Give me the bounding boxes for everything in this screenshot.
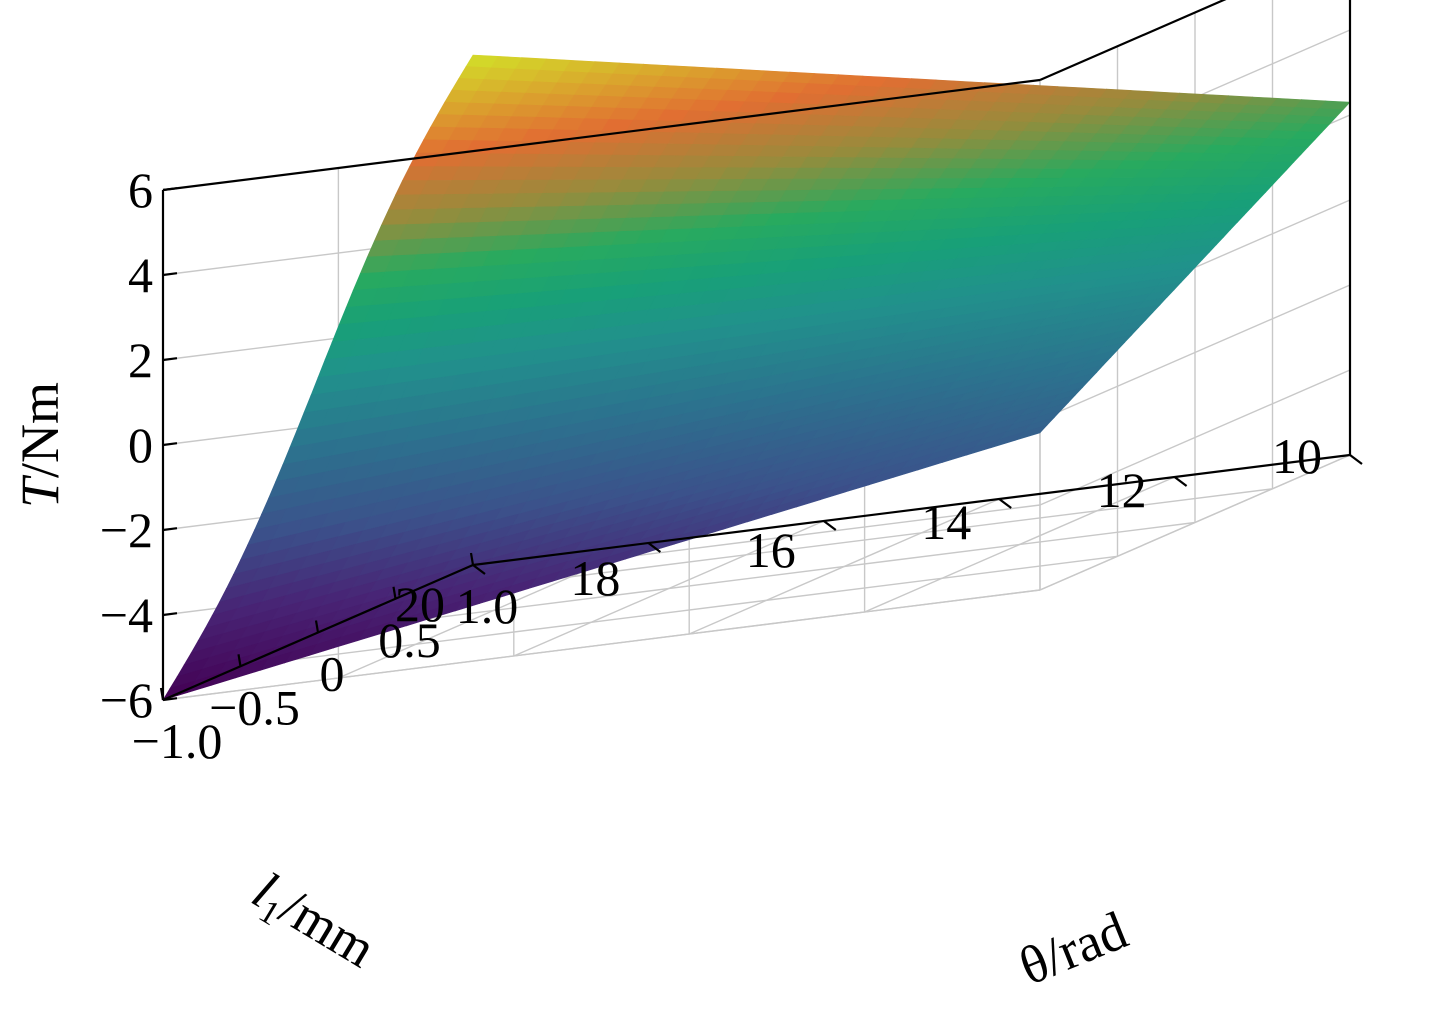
y-tick-label: 10 [1272,428,1322,484]
grid-line-floor-y [864,476,1175,613]
grid-line-back-z [1039,284,1351,421]
y-tick-label: 12 [1097,462,1147,518]
z-tick-mark [162,272,178,277]
y-tick-mark [823,520,837,531]
z-tick-mark [162,187,178,192]
z-tick-mark [162,612,178,617]
grid-line-floor-y [513,520,825,657]
z-tick-mark [162,697,178,702]
z-tick-label: 4 [128,247,153,303]
x-tick-mark [392,586,397,599]
top-edge-right [1039,0,1227,82]
y-axis-title: l1/mm [240,860,386,984]
grid-line-floor-x [317,521,1196,634]
x-tick-mark [159,687,165,701]
x-tick-mark [314,620,320,633]
x-tick-label: −1.0 [132,713,223,769]
x-tick-label: 1.0 [456,578,519,634]
z-tick-label: −2 [100,502,153,558]
z-tick-mark [162,357,178,362]
z-tick-label: −4 [100,587,153,643]
surface-plot [162,54,1351,701]
top-edge-left [162,78,1041,192]
x-tick-label: 0.5 [378,612,441,668]
x-axis-title: θ/rad [1011,900,1135,997]
y-tick-mark [1349,454,1363,465]
grid-line-floor-x [240,555,1118,667]
z-tick-label: 6 [128,162,153,218]
grid-line-back-z [1039,454,1351,591]
x-tick-label: −0.5 [209,679,300,735]
grid-line-back-z [1039,369,1351,506]
x-tick-mark [469,552,475,566]
y-tick-label: 18 [570,550,620,606]
y-tick-mark [1173,476,1188,487]
x-tick-label: 0 [320,646,345,702]
y-tick-mark [472,564,486,575]
y-tick-mark [647,542,662,553]
y-tick-label: 20 [395,576,445,632]
tick-labels: −6 −4 −2 0 2 4 6 10 12 14 16 18 20 −1.0−0.5 0 0.5 1.0 [100,162,1363,769]
z-tick-label: −6 [100,672,153,728]
z-tick-mark [162,527,178,532]
z-tick-label: 2 [128,332,153,388]
grid-line-side-z [162,589,1041,701]
x-axis-line [472,453,1351,567]
y-tick-label: 16 [746,522,796,578]
z-axis-title: T/Nm [10,382,70,508]
y-tick-label: 14 [921,494,971,550]
x-tick-mark [237,654,242,667]
z-tick-label: 0 [128,417,153,473]
y-tick-mark [998,498,1012,509]
grid-line-floor-y [688,498,1000,635]
z-tick-mark [162,442,178,447]
